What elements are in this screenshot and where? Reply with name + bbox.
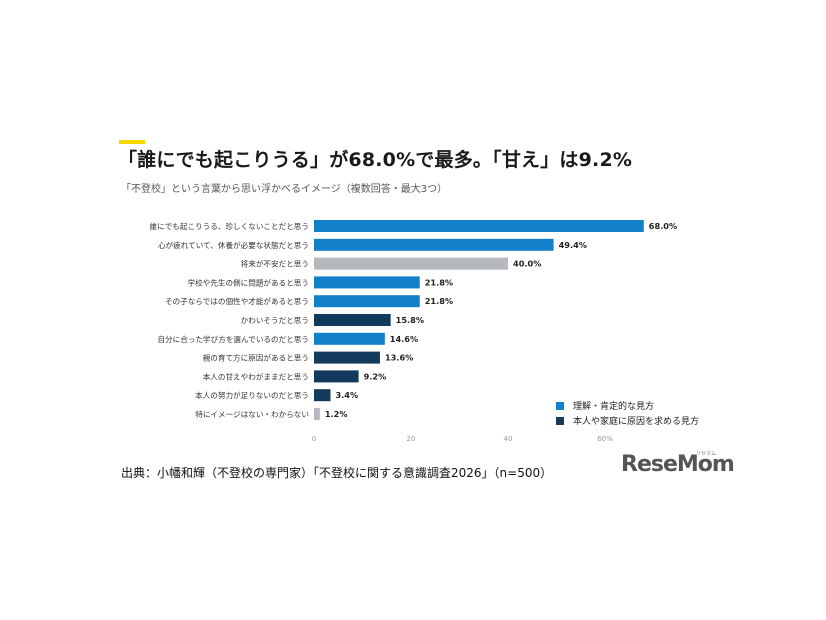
- category-label-10: 特にイメージはない・わからない: [195, 409, 309, 419]
- legend-swatch-positive: [556, 401, 564, 410]
- value-label-1: 49.4%: [559, 240, 587, 250]
- category-label-7: 親の育て方に原因があると思う: [203, 353, 309, 363]
- value-label-7: 13.6%: [385, 353, 413, 363]
- bar-6: [314, 332, 385, 345]
- resemom-logo-sub: リセマム: [696, 451, 717, 457]
- legend-item-positive: 理解・肯定的な見方: [556, 398, 699, 413]
- value-label-9: 3.4%: [335, 390, 358, 400]
- category-label-4: その子ならではの個性や才能があると思う: [165, 296, 309, 306]
- category-label-0: 誰にでも起こりうる、珍しくないことだと思う: [150, 221, 309, 231]
- resemom-logo: ReseMom: [621, 452, 735, 477]
- chart-title: 「誰にでも起こりうる」が68.0%で最多。「甘え」は9.2%: [118, 149, 633, 171]
- value-label-2: 40.0%: [513, 259, 541, 269]
- bar-8: [314, 370, 359, 383]
- value-label-0: 68.0%: [649, 221, 677, 231]
- value-label-5: 15.8%: [396, 315, 424, 325]
- bar-9: [314, 389, 331, 402]
- x-tick-1: 20: [407, 435, 416, 443]
- legend-swatch-negative: [556, 416, 564, 425]
- source-note: 出典：小幡和輝（不登校の専門家）「不登校に関する意識調査2026」（n=500）: [121, 466, 553, 480]
- category-label-6: 自分に合った学び方を選んでいるのだと思う: [158, 334, 310, 344]
- bar-4: [314, 295, 420, 308]
- bar-5: [314, 314, 391, 326]
- title-accent-bar: [119, 140, 145, 144]
- x-tick-2: 40: [504, 435, 513, 443]
- x-tick-3: 60%: [597, 435, 613, 443]
- value-label-8: 9.2%: [364, 371, 387, 381]
- bar-1: [314, 238, 554, 251]
- category-label-5: かわいそうだと思う: [241, 316, 309, 325]
- value-label-4: 21.8%: [425, 296, 453, 306]
- chart-legend: 理解・肯定的な見方 本人や家庭に原因を求める見方: [556, 398, 699, 428]
- chart-subtitle: 「不登校」という言葉から思い浮かべるイメージ（複数回答・最大3つ）: [121, 184, 448, 195]
- category-label-3: 学校や先生の側に問題があると思う: [188, 277, 310, 287]
- category-label-8: 本人の甘えやわがままだと思う: [203, 371, 309, 381]
- bar-3: [314, 276, 420, 289]
- category-label-2: 将来が不安だと思う: [241, 259, 309, 269]
- value-label-3: 21.8%: [425, 277, 453, 287]
- category-label-1: 心が疲れていて、休養が必要な状態だと思う: [158, 240, 309, 250]
- bar-2: [314, 257, 508, 270]
- category-label-9: 本人の努力が足りないのだと思う: [195, 390, 309, 400]
- legend-label-positive: 理解・肯定的な見方: [573, 402, 655, 412]
- bar-0: [314, 220, 644, 232]
- value-label-10: 1.2%: [325, 409, 348, 419]
- legend-item-negative: 本人や家庭に原因を求める見方: [556, 413, 699, 428]
- value-label-6: 14.6%: [390, 334, 418, 344]
- bar-10: [314, 408, 320, 420]
- x-tick-0: 0: [312, 435, 316, 443]
- legend-label-negative: 本人や家庭に原因を求める見方: [573, 417, 700, 427]
- bar-7: [314, 351, 380, 364]
